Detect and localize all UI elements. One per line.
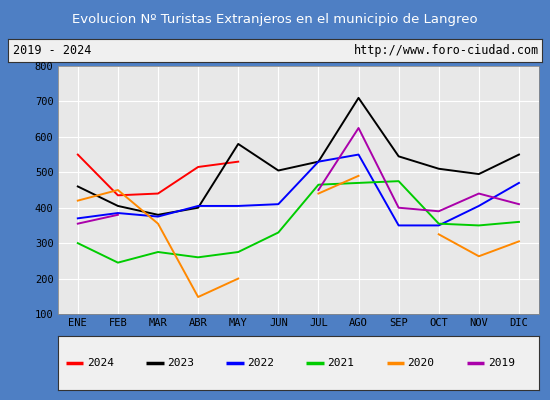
- Text: 2019: 2019: [488, 358, 515, 368]
- Text: 2024: 2024: [87, 358, 114, 368]
- Text: 2023: 2023: [167, 358, 194, 368]
- Text: 2021: 2021: [327, 358, 354, 368]
- Text: 2020: 2020: [408, 358, 435, 368]
- Text: http://www.foro-ciudad.com: http://www.foro-ciudad.com: [354, 44, 539, 57]
- Text: 2019 - 2024: 2019 - 2024: [13, 44, 91, 57]
- Text: Evolucion Nº Turistas Extranjeros en el municipio de Langreo: Evolucion Nº Turistas Extranjeros en el …: [72, 12, 478, 26]
- Text: 2022: 2022: [247, 358, 274, 368]
